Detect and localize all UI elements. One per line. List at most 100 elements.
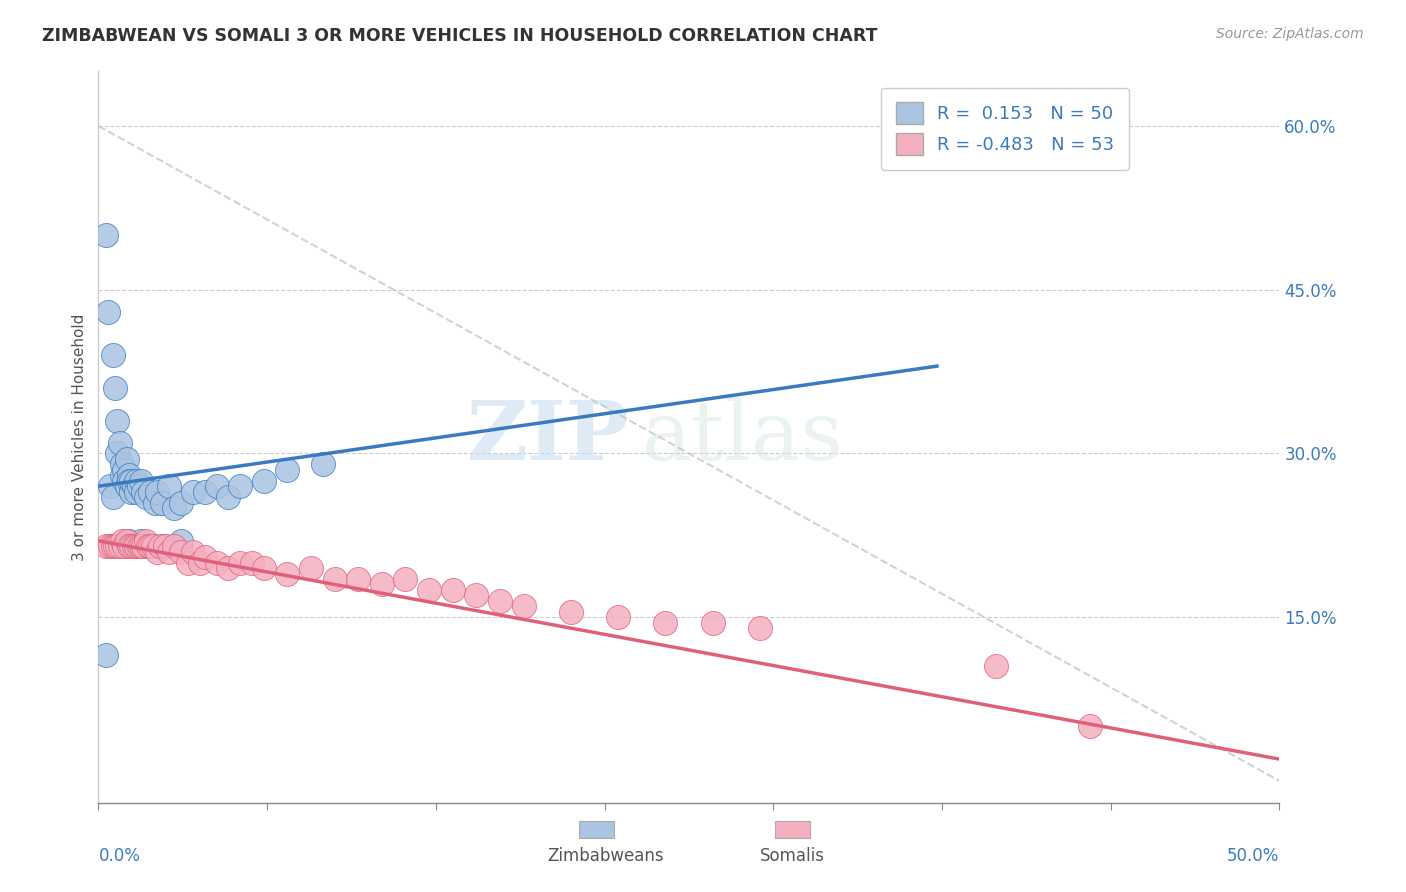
Point — [194, 550, 217, 565]
Point — [101, 490, 124, 504]
Point — [125, 474, 148, 488]
Point — [347, 572, 370, 586]
Point — [118, 533, 141, 548]
Point — [121, 539, 143, 553]
Point — [157, 545, 180, 559]
Point — [229, 556, 252, 570]
Point — [112, 463, 135, 477]
Point — [129, 539, 152, 553]
Point — [135, 490, 157, 504]
Point — [163, 539, 186, 553]
Point — [129, 533, 152, 548]
Point — [128, 479, 150, 493]
Point — [441, 582, 464, 597]
Text: ZIP: ZIP — [467, 397, 630, 477]
Point — [276, 463, 298, 477]
Text: Source: ZipAtlas.com: Source: ZipAtlas.com — [1216, 27, 1364, 41]
Point — [312, 458, 335, 472]
Point — [702, 615, 724, 630]
Point — [146, 545, 169, 559]
Point — [229, 479, 252, 493]
Point — [121, 474, 143, 488]
Point — [111, 533, 134, 548]
Point — [139, 484, 162, 499]
Point — [146, 484, 169, 499]
Point — [136, 539, 159, 553]
Point — [112, 539, 135, 553]
Point — [748, 621, 770, 635]
Point — [135, 539, 157, 553]
Point — [240, 556, 263, 570]
Point — [170, 495, 193, 509]
Point — [181, 484, 204, 499]
Point — [94, 539, 117, 553]
Point — [418, 582, 440, 597]
Point — [607, 610, 630, 624]
FancyBboxPatch shape — [775, 821, 810, 838]
Point — [101, 539, 124, 553]
Point — [157, 479, 180, 493]
Point — [465, 588, 488, 602]
Point — [98, 479, 121, 493]
Point — [108, 539, 131, 553]
Point — [142, 539, 165, 553]
Point — [122, 539, 145, 553]
FancyBboxPatch shape — [579, 821, 614, 838]
Point — [111, 539, 134, 553]
Point — [163, 501, 186, 516]
Point — [125, 484, 148, 499]
Point — [205, 479, 228, 493]
Y-axis label: 3 or more Vehicles in Household: 3 or more Vehicles in Household — [72, 313, 87, 561]
Point — [276, 566, 298, 581]
Text: 50.0%: 50.0% — [1227, 847, 1279, 864]
Point — [654, 615, 676, 630]
Point — [132, 484, 155, 499]
Point — [112, 474, 135, 488]
Point — [253, 474, 276, 488]
Point — [177, 556, 200, 570]
Point — [139, 539, 162, 553]
Point — [122, 479, 145, 493]
Text: ZIMBABWEAN VS SOMALI 3 OR MORE VEHICLES IN HOUSEHOLD CORRELATION CHART: ZIMBABWEAN VS SOMALI 3 OR MORE VEHICLES … — [42, 27, 877, 45]
Point — [104, 539, 127, 553]
Legend: R =  0.153   N = 50, R = -0.483   N = 53: R = 0.153 N = 50, R = -0.483 N = 53 — [882, 87, 1129, 169]
Point — [153, 539, 176, 553]
Point — [129, 474, 152, 488]
Point — [118, 539, 141, 553]
Point — [217, 490, 239, 504]
Point — [111, 468, 134, 483]
Point — [143, 495, 166, 509]
Point — [98, 539, 121, 553]
Point — [188, 556, 211, 570]
Point — [105, 414, 128, 428]
Point — [181, 545, 204, 559]
Point — [984, 659, 1007, 673]
Point — [94, 228, 117, 243]
Text: 0.0%: 0.0% — [98, 847, 141, 864]
Point — [194, 484, 217, 499]
Point — [217, 561, 239, 575]
Point — [105, 539, 128, 553]
Point — [97, 304, 120, 318]
Point — [105, 446, 128, 460]
Point — [111, 458, 134, 472]
Point — [125, 539, 148, 553]
Point — [253, 561, 276, 575]
Point — [150, 495, 173, 509]
Point — [135, 533, 157, 548]
Point — [512, 599, 534, 614]
Point — [122, 539, 145, 553]
Point — [371, 577, 394, 591]
Point — [118, 474, 141, 488]
Point — [104, 381, 127, 395]
Text: atlas: atlas — [641, 397, 844, 477]
Point — [170, 533, 193, 548]
Point — [153, 539, 176, 553]
Point — [108, 435, 131, 450]
Point — [170, 545, 193, 559]
Point — [115, 451, 138, 466]
Point — [299, 561, 322, 575]
Point — [118, 468, 141, 483]
Point — [1080, 719, 1102, 733]
Point — [121, 484, 143, 499]
